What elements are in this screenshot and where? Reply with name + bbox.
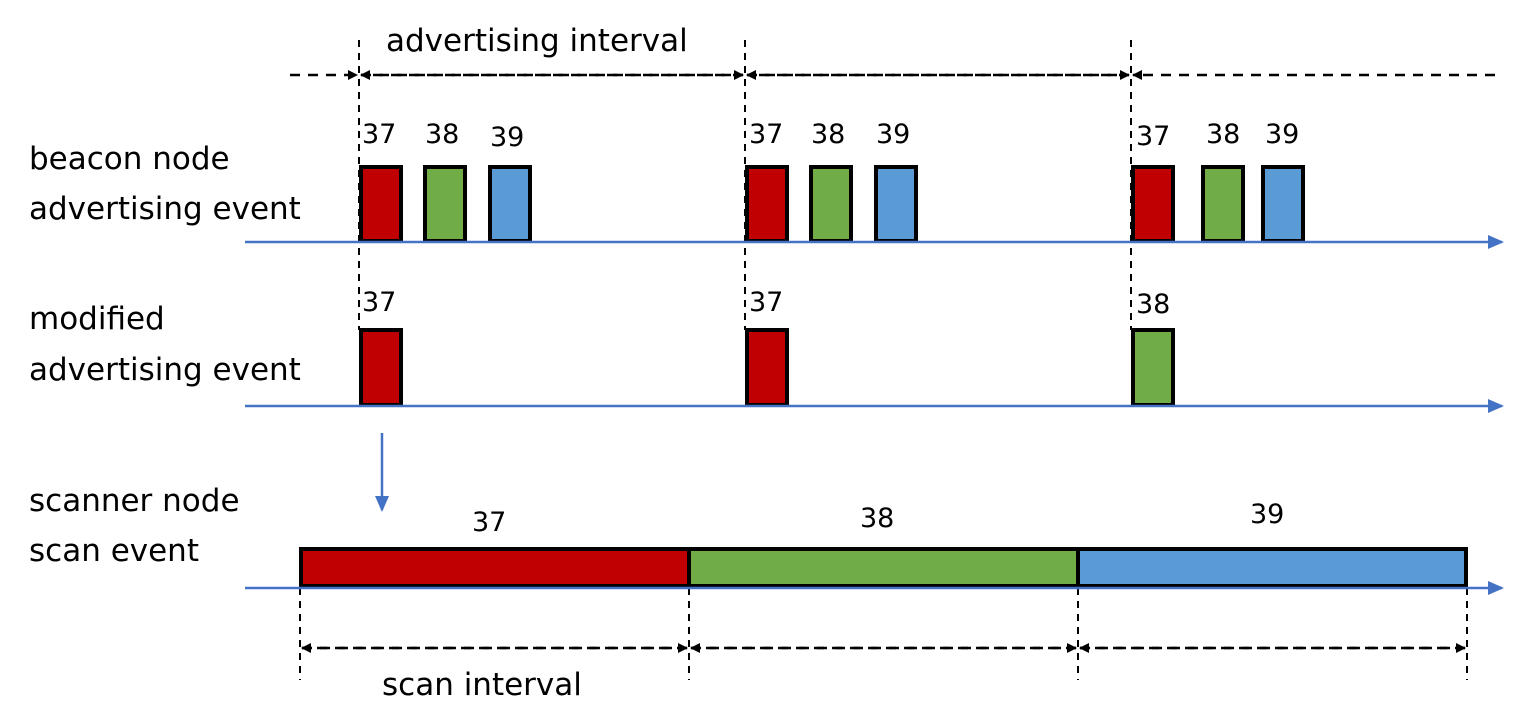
- beacon-blocks: [359, 165, 1305, 243]
- channel-label: 37: [362, 287, 397, 318]
- channel-label: 37: [1136, 121, 1171, 152]
- row-label-beacon-1: beacon node: [29, 141, 230, 177]
- channel-label: 39: [1265, 119, 1300, 150]
- channel-label: 38: [1136, 289, 1171, 320]
- advertising-interval-label: advertising interval: [386, 23, 688, 59]
- row-label-modified-2: advertising event: [29, 352, 301, 388]
- row-label-scanner-1: scanner node: [29, 483, 240, 519]
- channel-label: 38: [1206, 119, 1241, 150]
- channel-label: 39: [490, 122, 525, 153]
- channel-label: 37: [472, 507, 507, 538]
- channel-label: 39: [876, 119, 911, 150]
- channel-label: 38: [425, 119, 460, 150]
- channel-label: 37: [749, 287, 784, 318]
- channel-label: 37: [749, 119, 784, 150]
- channel-label: 37: [362, 119, 397, 150]
- row-label-beacon-2: advertising event: [29, 191, 301, 227]
- channel-label: 38: [811, 119, 846, 150]
- row-label-modified-1: modified: [29, 301, 165, 337]
- channel-label: 38: [860, 503, 895, 534]
- channel-label: 39: [1250, 499, 1285, 530]
- scan-interval-label: scan interval: [382, 667, 582, 703]
- row-label-scanner-2: scan event: [29, 533, 199, 569]
- modified-blocks: [359, 328, 1175, 407]
- scan-blocks: [299, 547, 1468, 588]
- time-axes: [245, 235, 1504, 595]
